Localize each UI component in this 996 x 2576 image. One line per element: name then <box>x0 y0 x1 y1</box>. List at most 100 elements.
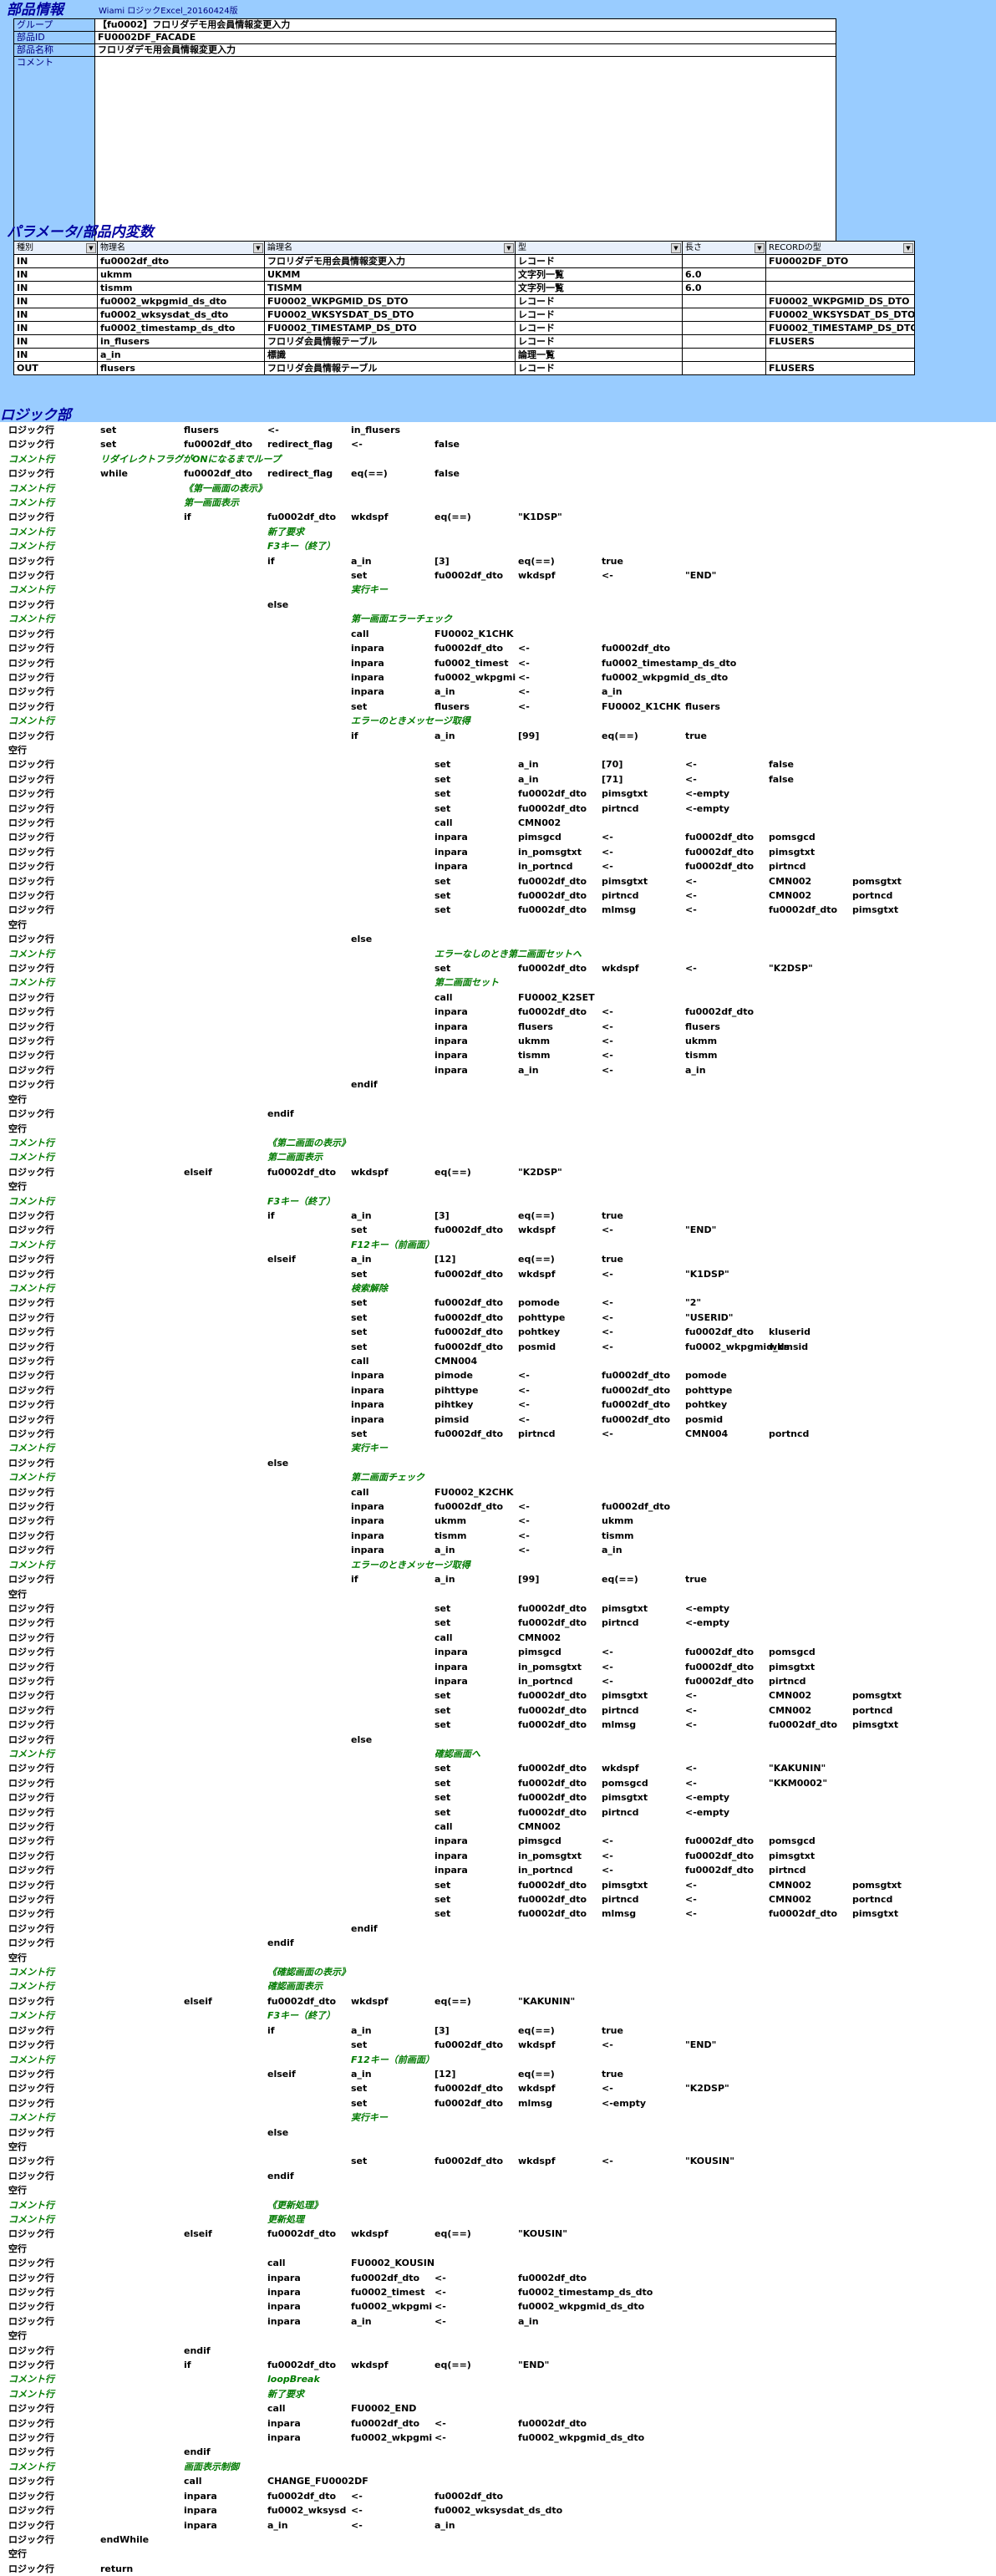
row-cell[interactable]: <-empty <box>685 1617 730 1629</box>
param-cell[interactable]: レコード <box>515 294 683 308</box>
param-cell[interactable]: FU0002_TIMESTAMP_DS_DTO <box>264 321 516 335</box>
row-type-cell[interactable]: ロジック行 <box>8 1166 54 1178</box>
row-cell[interactable]: FU0002_K2CHK <box>434 1486 514 1498</box>
row-type-cell[interactable]: ロジック行 <box>8 1356 54 1367</box>
row-cell[interactable]: pimsid <box>434 1413 470 1425</box>
row-type-cell[interactable]: 空行 <box>8 2548 27 2560</box>
row-cell[interactable]: fu0002df_dto <box>769 1719 838 1731</box>
row-cell[interactable]: "K2DSP" <box>685 2083 729 2095</box>
param-cell[interactable] <box>765 348 915 362</box>
row-type-cell[interactable]: ロジック行 <box>8 1530 54 1541</box>
row-cell[interactable]: "2" <box>685 1297 702 1309</box>
row-type-cell[interactable]: ロジック行 <box>8 700 54 712</box>
row-cell[interactable]: eq(==) <box>518 2024 555 2036</box>
row-cell[interactable]: fu0002df_dto <box>518 1879 587 1891</box>
row-cell[interactable]: eq(==) <box>434 1995 471 2007</box>
row-cell[interactable]: else <box>351 1733 373 1745</box>
row-type-cell[interactable]: ロジック行 <box>8 1661 54 1672</box>
row-cell[interactable]: "KAKUNIN" <box>769 1763 826 1774</box>
row-cell[interactable]: call <box>184 2476 202 2487</box>
row-type-cell[interactable]: 空行 <box>8 2243 27 2254</box>
row-cell[interactable]: [70] <box>602 759 623 771</box>
row-cell[interactable]: set <box>434 1792 451 1804</box>
row-type-cell[interactable]: ロジック行 <box>8 1036 54 1047</box>
row-cell[interactable]: ukmm <box>434 1515 467 1527</box>
row-type-cell[interactable]: ロジック行 <box>8 1937 54 1949</box>
row-type-cell[interactable]: ロジック行 <box>8 904 54 916</box>
row-cell[interactable]: fu0002df_dto <box>602 643 671 654</box>
param-cell[interactable] <box>682 294 766 308</box>
row-cell[interactable]: <- <box>518 1399 530 1411</box>
param-cell[interactable]: フロリダ会員情報テーブル <box>264 361 516 375</box>
row-cell[interactable]: inpara <box>434 1021 468 1032</box>
row-cell[interactable]: call <box>434 1632 453 1643</box>
row-cell[interactable]: in_pomsgtxt <box>518 1850 582 1861</box>
row-cell[interactable]: set <box>434 759 451 771</box>
row-cell[interactable]: fu0002df_dto <box>267 1995 337 2007</box>
row-cell[interactable]: posmid <box>685 1413 724 1425</box>
row-cell[interactable]: set <box>351 1428 368 1440</box>
row-cell[interactable]: set <box>434 1617 451 1629</box>
row-type-cell[interactable]: ロジック行 <box>8 2490 54 2502</box>
row-type-cell[interactable]: ロジック行 <box>8 686 54 698</box>
row-cell[interactable]: fu0002_wkpgmi <box>351 2301 433 2313</box>
param-cell[interactable]: 論理一覧 <box>515 348 683 362</box>
row-type-cell[interactable]: ロジック行 <box>8 2417 54 2429</box>
row-type-cell[interactable]: ロジック行 <box>8 963 54 975</box>
row-cell[interactable]: fu0002df_dto <box>685 1647 755 1658</box>
row-cell[interactable]: "USERID" <box>685 1311 734 1323</box>
row-cell[interactable]: call <box>434 817 453 828</box>
row-cell[interactable]: <- <box>602 570 613 582</box>
param-header-cell[interactable]: 論理名 ▼ <box>264 241 516 255</box>
row-cell[interactable]: fu0002df_dto <box>518 1806 587 1818</box>
row-cell[interactable]: FU0002_END <box>351 2403 417 2415</box>
row-cell[interactable]: fu0002df_dto <box>602 1413 671 1425</box>
row-cell[interactable]: inpara <box>184 2505 217 2517</box>
row-cell[interactable]: <- <box>602 832 613 843</box>
row-cell[interactable]: portncd <box>852 1894 893 1906</box>
row-cell[interactable]: fu0002df_dto <box>518 788 587 800</box>
row-cell[interactable]: tismm <box>518 1050 551 1061</box>
row-cell[interactable]: in_pomsgtxt <box>518 846 582 858</box>
row-type-cell[interactable]: ロジック行 <box>8 1690 54 1702</box>
row-cell[interactable]: "END" <box>518 2360 550 2371</box>
row-type-cell[interactable]: コメント行 <box>8 1239 54 1250</box>
row-cell[interactable]: <- <box>518 671 530 683</box>
row-cell[interactable]: endif <box>184 2344 211 2356</box>
row-cell[interactable]: CMN002 <box>518 1632 562 1643</box>
row-cell[interactable]: inpara <box>351 1370 384 1382</box>
row-cell[interactable]: inpara <box>351 1413 384 1425</box>
row-cell[interactable]: [12] <box>434 2068 456 2080</box>
row-type-cell[interactable]: コメント行 <box>8 1137 54 1148</box>
row-type-cell[interactable]: ロジック行 <box>8 832 54 843</box>
row-cell[interactable]: <-empty <box>685 1602 730 1614</box>
row-cell[interactable]: if <box>351 1574 358 1586</box>
row-cell[interactable]: pomsgtxt <box>852 1690 902 1702</box>
row-type-cell[interactable]: ロジック行 <box>8 1370 54 1382</box>
row-type-cell[interactable]: ロジック行 <box>8 1079 54 1091</box>
row-cell[interactable]: endif <box>351 1079 378 1091</box>
row-cell[interactable]: <- <box>602 2039 613 2051</box>
row-cell[interactable]: [12] <box>434 1254 456 1265</box>
row-type-cell[interactable]: ロジック行 <box>8 2287 54 2298</box>
row-cell[interactable]: <- <box>518 1370 530 1382</box>
row-type-cell[interactable]: ロジック行 <box>8 1326 54 1338</box>
row-cell[interactable]: [71] <box>602 773 623 785</box>
row-cell[interactable]: set <box>434 904 451 916</box>
row-cell[interactable]: pimsgcd <box>518 1647 562 1658</box>
row-cell[interactable]: wkdspf <box>518 2039 556 2051</box>
info-value[interactable]: フロリダデモ用会員情報変更入力 <box>94 43 836 57</box>
row-type-cell[interactable]: ロジック行 <box>8 875 54 887</box>
row-cell[interactable]: fu0002df_dto <box>267 1166 337 1178</box>
row-cell[interactable]: F3キー（終了） <box>267 1195 336 1207</box>
row-type-cell[interactable]: ロジック行 <box>8 1632 54 1643</box>
row-cell[interactable]: <- <box>351 2505 363 2517</box>
row-cell[interactable]: <- <box>685 1777 697 1789</box>
row-cell[interactable]: fu0002_timestamp_ds_dto <box>518 2287 653 2298</box>
row-type-cell[interactable]: 空行 <box>8 1123 27 1134</box>
row-cell[interactable]: pirtncd <box>602 1617 639 1629</box>
row-cell[interactable]: inpara <box>351 1515 384 1527</box>
row-cell[interactable]: call <box>434 991 453 1003</box>
row-cell[interactable]: fu0002df_dto <box>267 2228 337 2240</box>
row-cell[interactable]: "KKM0002" <box>769 1777 828 1789</box>
